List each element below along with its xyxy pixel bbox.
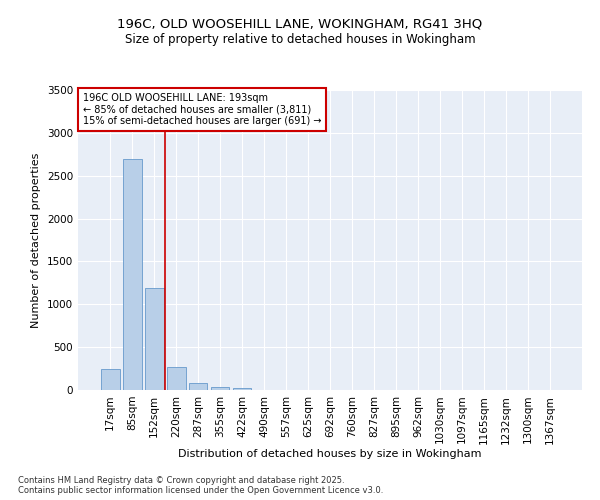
- Text: 196C, OLD WOOSEHILL LANE, WOKINGHAM, RG41 3HQ: 196C, OLD WOOSEHILL LANE, WOKINGHAM, RG4…: [118, 18, 482, 30]
- Text: Contains HM Land Registry data © Crown copyright and database right 2025.
Contai: Contains HM Land Registry data © Crown c…: [18, 476, 383, 495]
- Bar: [145, 288, 164, 390]
- Text: 196C OLD WOOSEHILL LANE: 193sqm
← 85% of detached houses are smaller (3,811)
15%: 196C OLD WOOSEHILL LANE: 193sqm ← 85% of…: [83, 93, 322, 126]
- Bar: [101, 370, 119, 390]
- Bar: [233, 388, 251, 390]
- X-axis label: Distribution of detached houses by size in Wokingham: Distribution of detached houses by size …: [178, 449, 482, 459]
- Y-axis label: Number of detached properties: Number of detached properties: [31, 152, 41, 328]
- Bar: [189, 382, 208, 390]
- Text: Size of property relative to detached houses in Wokingham: Size of property relative to detached ho…: [125, 32, 475, 46]
- Bar: [211, 387, 229, 390]
- Bar: [123, 160, 142, 390]
- Bar: [167, 367, 185, 390]
